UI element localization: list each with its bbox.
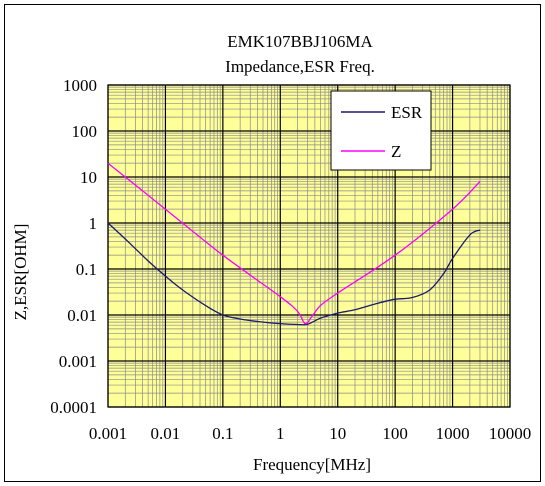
plot-border (107, 84, 511, 408)
y-tick-label: 0.0001 (50, 398, 97, 417)
plot-area (108, 85, 510, 407)
y-tick-label: 10 (80, 168, 97, 187)
legend-box (330, 90, 432, 171)
x-tick-label: 100 (382, 424, 408, 443)
x-tick-label: 10000 (489, 424, 532, 443)
series-line-esr (107, 222, 481, 326)
y-tick-label: 0.001 (59, 352, 97, 371)
x-tick-label: 1000 (436, 424, 470, 443)
y-axis-label: Z,ESR[OHM] (11, 224, 30, 321)
y-tick-label: 0.01 (67, 306, 97, 325)
x-tick-label: 0.01 (151, 424, 181, 443)
x-tick-label: 0.001 (89, 424, 127, 443)
y-tick-label: 100 (72, 122, 98, 141)
legend-label-esr: ESR (391, 103, 423, 122)
x-tick-label: 1 (276, 424, 285, 443)
x-axis-label: Frequency[MHz] (253, 455, 371, 474)
x-tick-label: 10 (329, 424, 346, 443)
legend: ESR Z (330, 90, 432, 171)
y-tick-label: 1 (89, 214, 98, 233)
series-lines (107, 162, 481, 326)
y-tick-label: 0.1 (76, 260, 97, 279)
chart-title: EMK107BBJ106MA (227, 32, 373, 51)
chart-subtitle: Impedance,ESR Freq. (225, 57, 375, 76)
y-tick-labels: 1000 100 10 1 0.1 0.01 0.001 0.0001 (50, 76, 97, 417)
legend-label-z: Z (391, 142, 401, 161)
series-line-z (107, 162, 481, 325)
minor-gridlines (108, 85, 510, 407)
x-tick-label: 0.1 (212, 424, 233, 443)
y-tick-label: 1000 (63, 76, 97, 95)
x-tick-labels: 0.001 0.01 0.1 1 10 100 1000 10000 (89, 424, 531, 443)
